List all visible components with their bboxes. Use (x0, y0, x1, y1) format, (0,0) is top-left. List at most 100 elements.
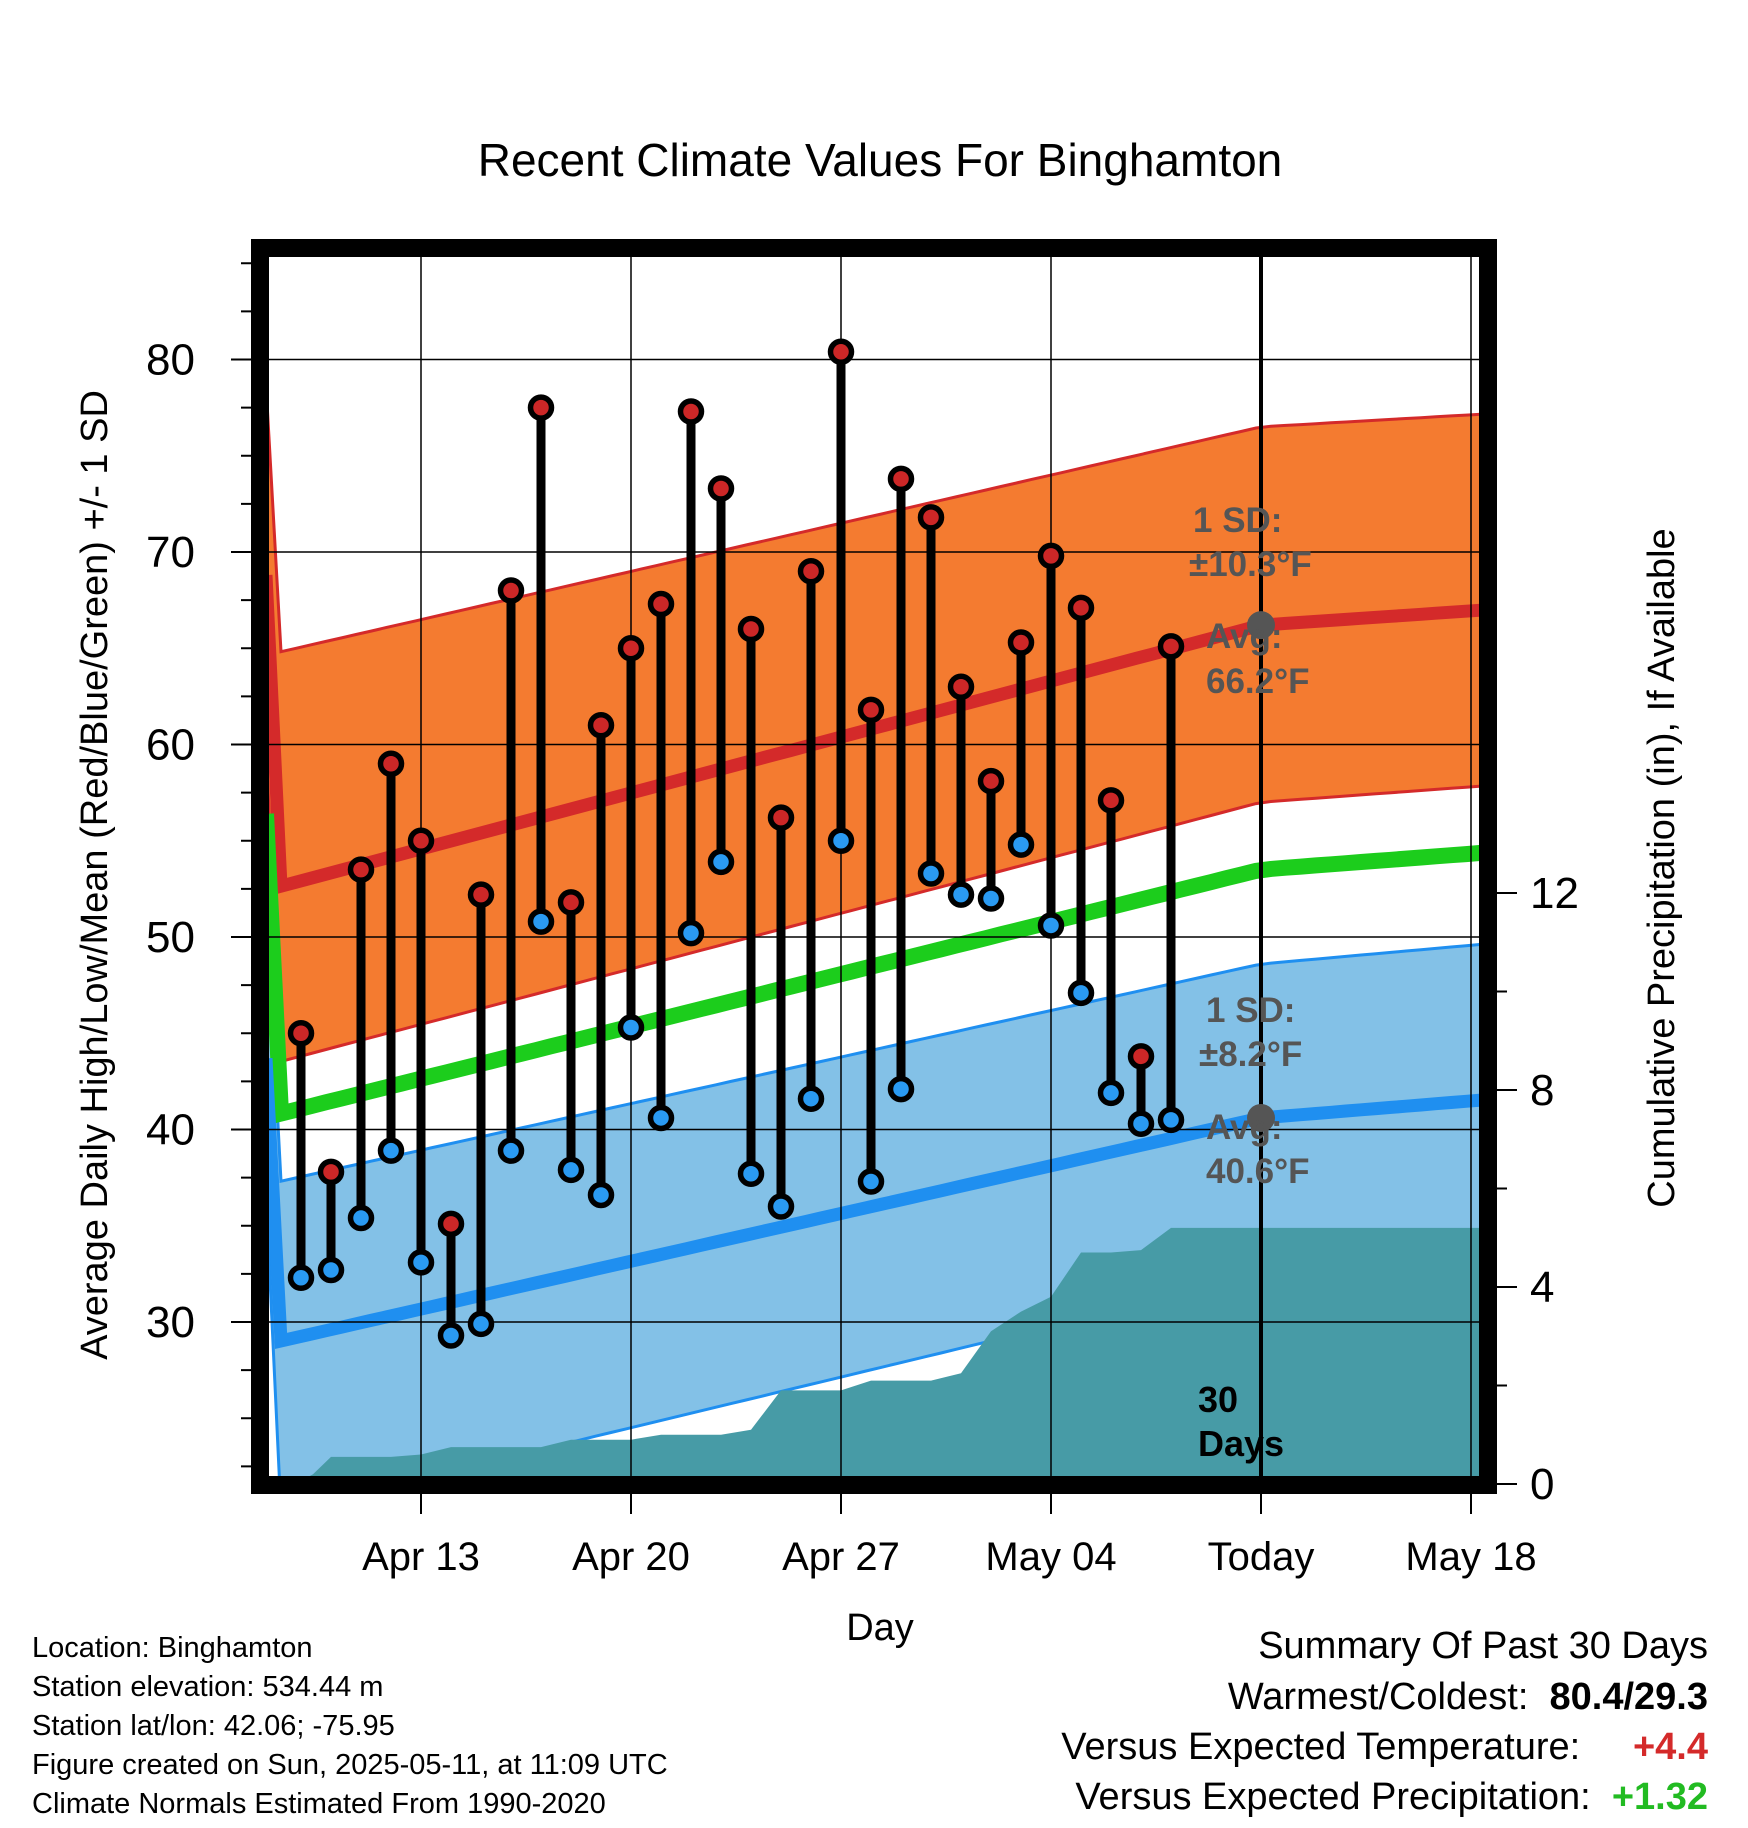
x-tick-label: Today (1208, 1535, 1315, 1579)
observed-high-point (347, 856, 375, 883)
observed-high-point (1157, 633, 1185, 660)
observed-high-point (827, 338, 855, 366)
footer-location: Location: Binghamton (32, 1632, 313, 1664)
observed-low-point (1157, 1106, 1185, 1134)
summary-temp-label: Versus Expected Temperature: (1061, 1726, 1581, 1768)
observed-low-point (707, 848, 735, 876)
chart-title: Recent Climate Values For Binghamton (478, 134, 1283, 186)
observed-low-point (287, 1264, 315, 1291)
low-avg-value: 40.6°F (1206, 1152, 1310, 1191)
y2-tick-label: 0 (1530, 1460, 1554, 1509)
precipitation-area (271, 1227, 1488, 1484)
summary-temp-value: +4.4 (1632, 1726, 1708, 1768)
high-avg-value: 66.2°F (1206, 662, 1310, 701)
today-days-label-text: Days (1198, 1423, 1284, 1464)
y2-tick-label: 8 (1530, 1066, 1554, 1115)
summary-warm-cold-value: 80.4/29.3 (1549, 1676, 1708, 1718)
observed-high-point (497, 577, 525, 604)
y2-tick-label: 12 (1530, 869, 1579, 918)
observed-low-point (887, 1075, 915, 1103)
y-tick-label: 40 (146, 1106, 195, 1155)
observed-low-point (977, 885, 1005, 912)
observed-low-point (467, 1310, 495, 1338)
observed-low-point (827, 827, 855, 854)
observed-low-point (377, 1137, 405, 1164)
normal-high-band-upper-edge (264, 384, 1482, 654)
observed-high-point (947, 673, 975, 700)
x-tick-label: May 04 (985, 1535, 1116, 1579)
normal-low-line (260, 1057, 1482, 1349)
footer-latlon: Station lat/lon: 42.06; -75.95 (32, 1710, 395, 1742)
summary-warm-cold-label: Warmest/Coldest: (1227, 1676, 1529, 1718)
summary-precip-value: +1.32 (1611, 1776, 1708, 1818)
observed-low-point (437, 1322, 465, 1349)
observed-high-point (917, 504, 945, 531)
observed-high-point (1097, 787, 1125, 814)
observed-low-point (617, 1014, 645, 1041)
observed-high-point (677, 398, 705, 425)
high-sd-value: ±10.3°F (1189, 545, 1312, 584)
observed-high-point (1067, 594, 1095, 622)
observed-low-point (557, 1156, 585, 1184)
observed-low-point (1067, 979, 1095, 1007)
observed-high-point (587, 712, 615, 739)
observed-high-point (857, 696, 885, 724)
summary-precip-label: Versus Expected Precipitation: (1075, 1776, 1591, 1818)
x-tick-label: May 18 (1405, 1535, 1536, 1579)
observed-low-point (347, 1204, 375, 1232)
observed-high-point (467, 881, 495, 908)
summary-precip-row: Versus Expected Precipitation: +1.32 (1075, 1776, 1708, 1819)
observed-low-point (917, 860, 945, 887)
y-tick-label: 50 (146, 913, 195, 962)
observed-high-point (707, 475, 735, 502)
observed-low-point (317, 1256, 345, 1284)
observed-low-point (1007, 831, 1035, 858)
observed-low-point (497, 1137, 525, 1164)
observed-high-point (407, 827, 435, 854)
observed-low-point (1037, 912, 1065, 939)
footer-created: Figure created on Sun, 2025-05-11, at 11… (32, 1749, 668, 1781)
observed-high-point (1037, 542, 1065, 570)
observed-high-point (767, 804, 795, 831)
observed-low-point (407, 1249, 435, 1276)
observed-low-point (587, 1181, 615, 1209)
high-avg-label: Avg: (1206, 617, 1282, 656)
today-low-avg-marker (1247, 1103, 1275, 1132)
observed-high-point (977, 767, 1005, 795)
x-axis-label: Day (846, 1607, 914, 1649)
observed-low-point (737, 1160, 765, 1188)
observed-low-point (647, 1104, 675, 1132)
plot-frame (251, 239, 1497, 1494)
observed-high-point (317, 1158, 345, 1186)
observed-high-point (887, 465, 915, 493)
y2-tick-label: 4 (1530, 1263, 1554, 1312)
summary-warm-cold-row: Warmest/Coldest: 80.4/29.3 (1228, 1676, 1708, 1719)
observed-low-point (527, 908, 555, 935)
observed-high-point (377, 750, 405, 777)
low-avg-label: Avg: (1206, 1108, 1282, 1147)
footer-normals: Climate Normals Estimated From 1990-2020 (32, 1788, 606, 1820)
observed-low-point (1127, 1110, 1155, 1137)
observed-low-point (947, 881, 975, 908)
footer-elevation: Station elevation: 534.44 m (32, 1671, 384, 1703)
observed-low-point (767, 1193, 795, 1220)
observed-low-point (677, 919, 705, 947)
observed-low-point (797, 1085, 825, 1112)
x-tick-label: Apr 13 (362, 1535, 480, 1579)
y-tick-label: 60 (146, 721, 195, 770)
high-sd-label: 1 SD: (1193, 501, 1282, 540)
low-sd-label: 1 SD: (1206, 991, 1295, 1030)
y-axis-label: Average Daily High/Low/Mean (Red/Blue/Gr… (74, 390, 116, 1360)
observed-high-point (557, 889, 585, 916)
y-tick-label: 30 (146, 1298, 195, 1347)
observed-high-point (1007, 629, 1035, 656)
observed-high-point (797, 558, 825, 585)
y2-axis-label: Cumulative Precipitation (in), If Availa… (1641, 528, 1683, 1207)
observed-low-point (857, 1168, 885, 1195)
x-tick-label: Apr 27 (782, 1535, 900, 1579)
low-sd-value: ±8.2°F (1199, 1035, 1302, 1074)
today-days-label-number: 30 (1198, 1379, 1238, 1420)
observed-high-point (287, 1020, 315, 1047)
x-tick-label: Apr 20 (572, 1535, 690, 1579)
